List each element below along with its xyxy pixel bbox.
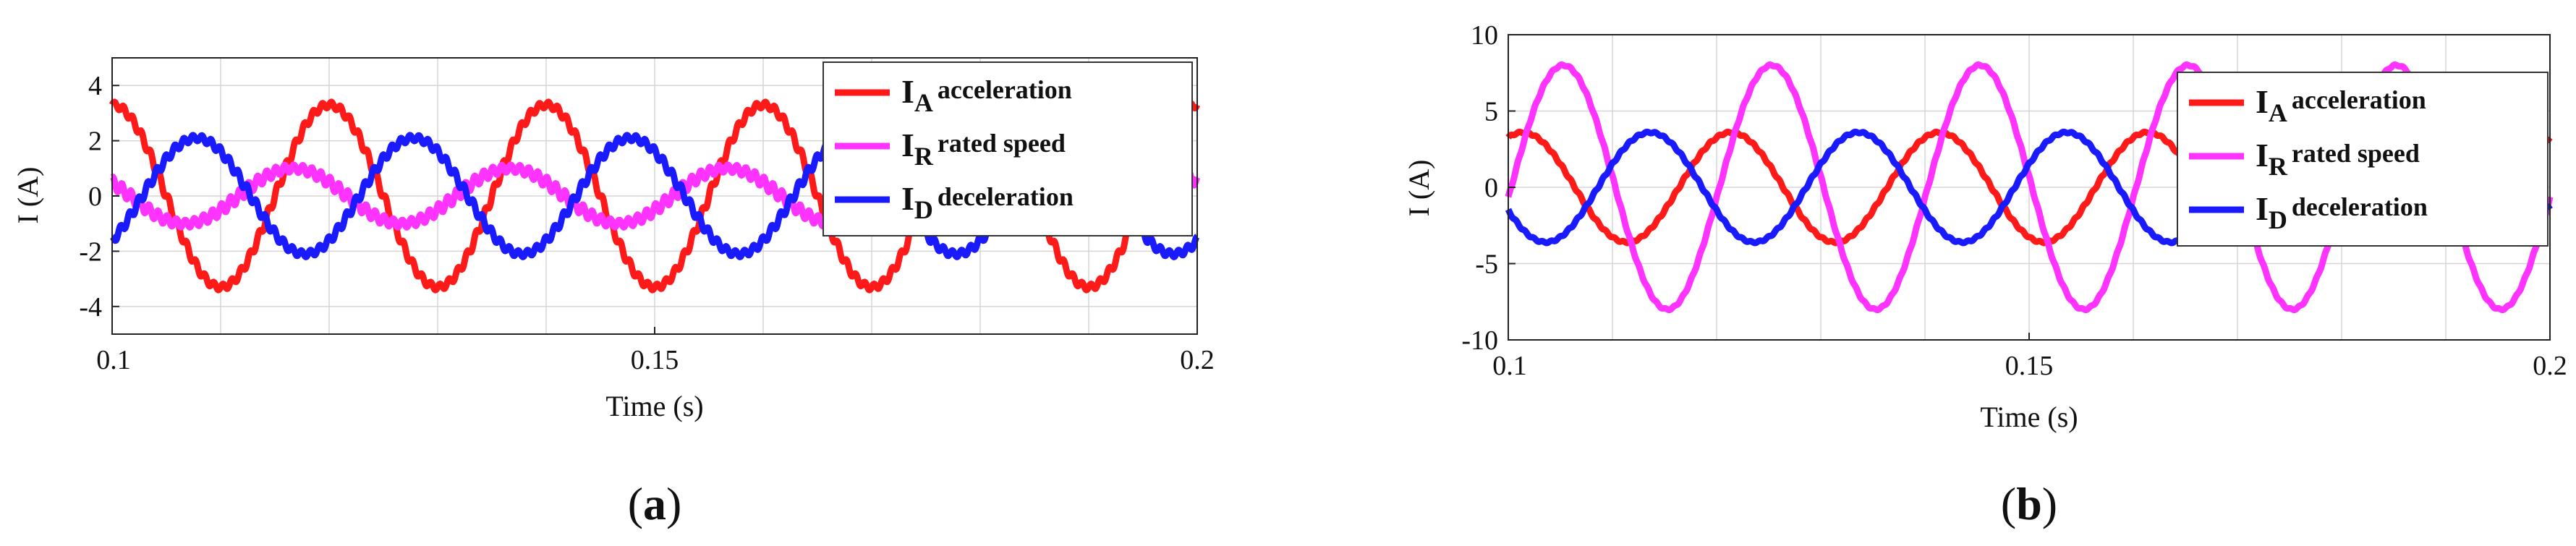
y-axis-label-b: I (A) (1403, 160, 1435, 217)
legend-label-r: IR rated speed (901, 127, 1066, 171)
legend-label-r: IR rated speed (2256, 137, 2420, 181)
y-tick-label: 0 (1484, 173, 1498, 203)
panel-b: 0.1 0.15 0.2 -10 -5 0 5 10 Time (s) I (A) IA acc… (1403, 20, 2567, 529)
panel-a: 0.1 0.15 0.2 -4 -2 0 2 4 Time (s) I (A) IA accel… (12, 57, 1215, 529)
y-tick-label: 10 (1471, 20, 1498, 51)
x-tick-label: 0.15 (2005, 351, 2054, 381)
y-tick-label: -5 (1475, 249, 1498, 280)
x-tick-label: 0.15 (631, 345, 679, 375)
x-tick-label: 0.1 (1492, 351, 1527, 381)
x-axis-label-a: Time (s) (605, 390, 703, 422)
y-tick-label: 4 (88, 71, 102, 101)
x-axis-label-b: Time (s) (1980, 401, 2078, 433)
ticks-a: 0.1 0.15 0.2 -4 -2 0 2 4 (79, 71, 1214, 375)
y-axis-label-a: I (A) (12, 167, 44, 224)
y-tick-label: 5 (1484, 97, 1498, 127)
legend-label-a: IA acceleration (901, 73, 1072, 117)
legend-a: IA acceleration IR rated speed ID deceleratio… (822, 61, 1193, 236)
legend-label-a: IA acceleration (2256, 83, 2426, 127)
y-tick-label: -4 (79, 292, 102, 323)
caption-a: (a) (628, 478, 682, 529)
x-tick-label: 0.1 (96, 345, 131, 375)
y-tick-label: 2 (88, 127, 102, 157)
legend-label-d: ID deceleration (901, 180, 1074, 224)
x-tick-label: 0.2 (2533, 351, 2567, 381)
caption-b: (b) (2001, 478, 2057, 529)
legend-b: IA acceleration IR rated speed ID deceleratio… (2177, 72, 2549, 247)
ticks-b: 0.1 0.15 0.2 -10 -5 0 5 10 (1461, 20, 2567, 381)
y-tick-label: -2 (79, 236, 102, 267)
x-tick-label: 0.2 (1180, 345, 1215, 375)
y-tick-label: 0 (88, 182, 102, 212)
y-tick-label: -10 (1461, 325, 1498, 356)
legend-label-d: ID deceleration (2256, 190, 2428, 234)
